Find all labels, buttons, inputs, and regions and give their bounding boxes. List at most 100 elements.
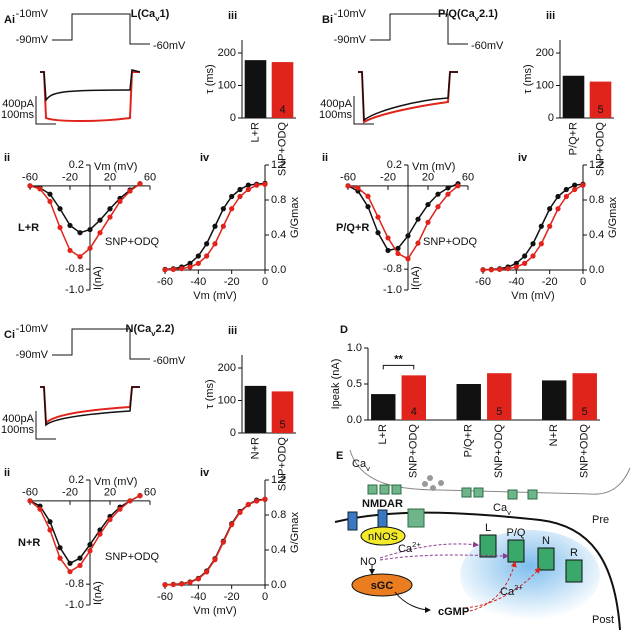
data-point <box>107 206 113 212</box>
text-part: v <box>507 508 511 517</box>
chart-label: ii <box>322 152 328 164</box>
y-tick-label: 0.8 <box>271 509 286 521</box>
diagram-label: Pre <box>592 514 609 526</box>
trace <box>358 71 458 122</box>
y-tick-label: 0.0 <box>589 264 604 276</box>
diagram-label: L <box>485 522 491 534</box>
n-label: 4 <box>411 406 417 418</box>
voltage-protocol <box>52 328 150 360</box>
trace <box>358 71 458 124</box>
data-point <box>97 230 103 236</box>
y-tick-label: 0 <box>548 112 554 124</box>
protocol-label: -60mV <box>153 355 186 367</box>
x-tick-label: 60 <box>462 172 474 184</box>
data-point <box>179 266 185 272</box>
data-point <box>237 193 243 200</box>
data-point <box>37 506 43 512</box>
x-tick-label: -20 <box>542 276 558 288</box>
y-tick-label: -0.8 <box>65 263 84 275</box>
data-point <box>67 222 73 229</box>
chart-label: iv <box>200 152 210 164</box>
y-tick-label: 0.0 <box>347 414 362 426</box>
data-point <box>220 539 226 545</box>
x-tick-label: SNP+ODQ <box>276 437 288 492</box>
data-point <box>488 267 494 273</box>
presynaptic-channels <box>367 484 538 500</box>
y-axis-label: Ipeak (nA) <box>330 359 342 410</box>
y-tick-label: 0.5 <box>347 378 362 390</box>
text-part: P/Q(Ca <box>438 8 476 20</box>
diagram-label: N <box>542 535 550 547</box>
x-axis-label: Vm (mV) <box>94 476 137 488</box>
y-axis-label: I(nA) <box>92 266 104 290</box>
data-point <box>375 214 381 220</box>
x-tick-label: -20 <box>380 172 396 184</box>
diagram-label: R <box>570 547 578 559</box>
data-point <box>220 223 226 229</box>
voltage-protocol <box>52 13 150 45</box>
data-point <box>455 183 461 189</box>
data-point <box>87 548 93 554</box>
series-label: SNP+ODQ <box>105 551 160 563</box>
data-point <box>375 230 381 236</box>
data-point <box>97 217 103 223</box>
annotation: ** <box>394 353 403 365</box>
data-point <box>530 253 536 259</box>
x-axis-label: Vm (mV) <box>193 290 236 302</box>
n-label: 5 <box>597 104 603 116</box>
y-tick-label: 200 <box>536 47 554 59</box>
y-tick-label: 0.4 <box>271 229 286 241</box>
arrow <box>464 561 517 613</box>
data-point <box>497 266 503 272</box>
y-tick-label: 1.2 <box>589 159 604 171</box>
nnos <box>360 526 406 546</box>
panel-title: N(Cav2.2) <box>126 323 175 338</box>
trace <box>40 386 140 426</box>
data-point <box>555 193 561 200</box>
x-tick-label: L+R <box>249 122 261 143</box>
data-point <box>580 182 586 188</box>
n-label: 4 <box>570 104 576 116</box>
y-tick-label: 0.8 <box>589 194 604 206</box>
series-line <box>164 498 266 586</box>
data-point <box>170 581 176 588</box>
nmdar-subunit <box>377 509 388 529</box>
data-point <box>195 576 201 582</box>
x-tick-label: -40 <box>190 276 206 288</box>
bar <box>371 394 396 420</box>
y-tick-label: -0.8 <box>65 578 84 590</box>
bar <box>244 385 267 433</box>
data-point <box>107 516 113 523</box>
data-point <box>187 260 193 266</box>
diagram-label: NMDAR <box>362 498 403 510</box>
data-point <box>365 193 371 199</box>
series-label: N+R <box>18 537 40 549</box>
data-point <box>538 223 544 229</box>
protocol-label: -90mV <box>16 349 49 361</box>
diagram-label: Post <box>592 614 614 626</box>
diagram-label: NO <box>360 556 377 568</box>
y-tick-label: 200 <box>218 362 236 374</box>
protocol-label: -10mV <box>334 8 367 20</box>
x-tick-label: P/Q+R <box>463 424 475 457</box>
x-tick-label: -20 <box>224 276 240 288</box>
data-point <box>212 557 218 563</box>
data-point <box>87 226 93 233</box>
panel-title: L(Cav1) <box>131 8 170 23</box>
data-point <box>67 560 73 566</box>
x-tick-label: P/Q+R <box>567 122 579 155</box>
y-axis-label: I(nA) <box>92 581 104 605</box>
x-tick-label: -40 <box>190 591 206 603</box>
y-tick-label: 0.2 <box>69 474 84 486</box>
n-label: 5 <box>279 419 285 431</box>
data-point <box>547 206 553 212</box>
x-tick-label: -20 <box>224 591 240 603</box>
x-tick-label: L+R <box>377 424 389 445</box>
data-point <box>513 260 519 266</box>
data-point <box>237 186 243 193</box>
data-point <box>127 498 133 504</box>
y-axis-label: τ (ms) <box>204 64 216 93</box>
scale-bar <box>353 96 374 125</box>
